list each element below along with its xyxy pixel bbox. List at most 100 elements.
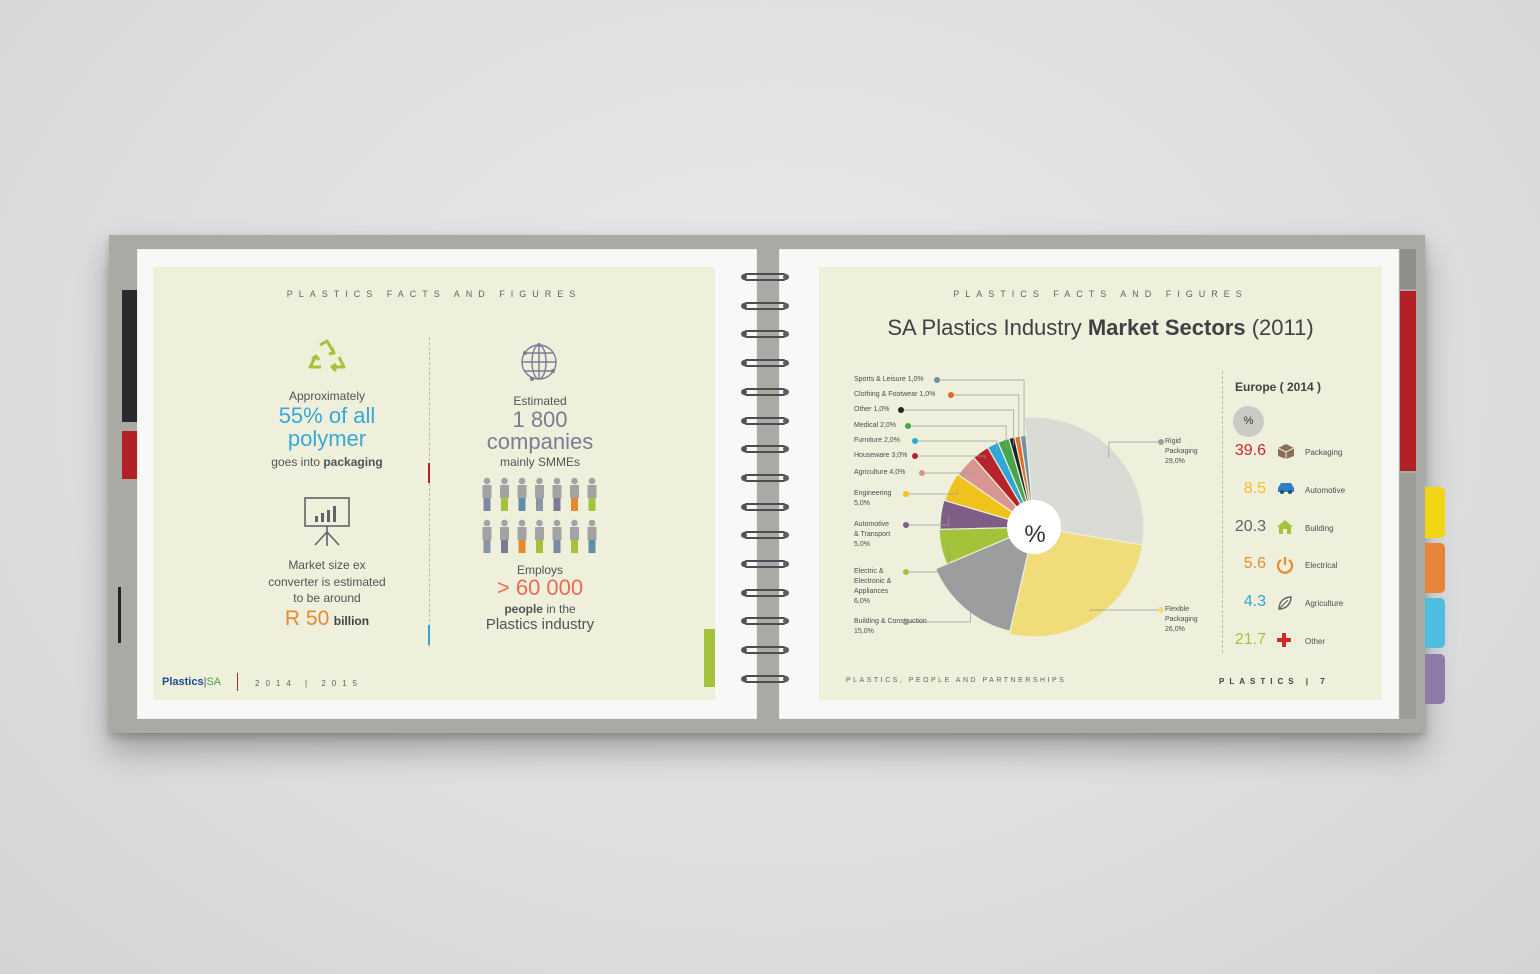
pie-slice-flexible-packaging bbox=[1008, 526, 1144, 638]
fact2-line1: Market size ex bbox=[288, 558, 366, 572]
pie-leader-line bbox=[909, 545, 950, 573]
person-icon bbox=[552, 477, 562, 511]
fact4-post-line2: Plastics industry bbox=[485, 616, 595, 633]
pie-label-medical: Medical 2,0% bbox=[854, 422, 897, 429]
pie-label-building-construction: Building & Construction 15,0% bbox=[854, 618, 927, 635]
plastics-sa-logo[interactable]: Plastics|SA bbox=[162, 676, 222, 688]
fact4-post: people in the bbox=[460, 602, 620, 616]
spine-tab-red bbox=[122, 431, 138, 479]
europe-label-packaging: Packaging bbox=[1305, 448, 1343, 457]
pie-leader-line bbox=[909, 602, 971, 623]
europe-label-building: Building bbox=[1305, 523, 1334, 533]
europe-label-agriculture: Agriculture bbox=[1305, 599, 1344, 609]
spiral-ring bbox=[741, 502, 789, 512]
pie-leader-line bbox=[909, 490, 958, 495]
fact4-post-text: in the bbox=[542, 602, 576, 616]
car-icon bbox=[1276, 481, 1296, 500]
spiral-ring bbox=[741, 387, 789, 397]
pie-label-engineering: Engineering 5,0% bbox=[854, 490, 892, 507]
spiral-ring bbox=[741, 416, 789, 426]
spiral-ring bbox=[741, 444, 789, 454]
fact1-highlight-line1: 55% of all bbox=[278, 403, 376, 428]
index-tab-purple[interactable] bbox=[1425, 654, 1445, 704]
fact3-sub: mainly SMMEs bbox=[499, 455, 580, 469]
chart-title-part1: SA Plastics Industry bbox=[887, 315, 1088, 340]
person-icon bbox=[517, 519, 527, 553]
pie-label-dot bbox=[1158, 439, 1164, 445]
person-icon bbox=[587, 519, 597, 553]
presentation-chart-icon bbox=[304, 497, 350, 546]
plus-icon bbox=[1276, 632, 1292, 653]
fact3-value: 1 800 bbox=[512, 407, 568, 432]
fact4-value: > 60 000 bbox=[496, 575, 584, 600]
pie-leader-line bbox=[1090, 609, 1158, 612]
fact2-line2: converter is estimated bbox=[268, 574, 386, 589]
chart-title-bold: Market Sectors bbox=[1087, 315, 1246, 340]
pie-label-dot bbox=[903, 491, 909, 497]
spiral-ring bbox=[741, 329, 789, 339]
pie-label-houseware: Houseware 3,0% bbox=[854, 452, 908, 459]
europe-value-other: 21.7 bbox=[1234, 631, 1266, 648]
pie-label-dot bbox=[903, 569, 909, 575]
pie-leader-line bbox=[925, 471, 972, 474]
spiral-ring bbox=[741, 530, 789, 540]
pie-label-dot bbox=[933, 377, 940, 383]
pie-leader-line bbox=[939, 379, 1025, 444]
europe-label-automotive: Automotive bbox=[1305, 485, 1346, 495]
europe-label-other: Other bbox=[1305, 637, 1326, 646]
fact3-noun: companies bbox=[486, 429, 594, 454]
pie-center bbox=[1007, 500, 1061, 554]
power-icon bbox=[1276, 556, 1294, 579]
person-icon bbox=[500, 519, 509, 553]
spiral-ring bbox=[741, 301, 789, 311]
spine-marker bbox=[118, 587, 121, 643]
europe-title: Europe ( 2014 ) bbox=[1235, 380, 1322, 394]
page-edge-accent-green bbox=[704, 629, 715, 687]
box-icon bbox=[1276, 443, 1296, 464]
person-icon bbox=[570, 519, 579, 553]
pie-label-dot bbox=[948, 392, 954, 398]
pie-label-dot bbox=[903, 619, 909, 625]
fact1-post: goes into packaging bbox=[247, 455, 407, 469]
plant-icon bbox=[1276, 594, 1294, 617]
person-icon bbox=[482, 477, 492, 511]
europe-value-automotive: 8.5 bbox=[1243, 479, 1266, 497]
pie-label-automotive-transport: Automotive & Transport 5,0% bbox=[854, 521, 891, 548]
logo-text-plastics: Plastics bbox=[162, 676, 204, 688]
person-icon bbox=[587, 477, 597, 511]
right-footer-page: PLASTICS | 7 bbox=[1219, 677, 1330, 686]
pie-label-sports-leisure: Sports & Leisure 1,0% bbox=[854, 376, 924, 383]
market-sectors-pie-chart bbox=[903, 379, 1158, 638]
person-icon bbox=[517, 477, 527, 511]
pie-label-electric-electronic-appliances: Electric & Electronic & Appliances 6,0% bbox=[854, 568, 892, 605]
logo-text-sa: SA bbox=[206, 676, 222, 688]
fact2-value: R 50 billion bbox=[237, 607, 417, 631]
edge-strip-grey-lower bbox=[1400, 473, 1416, 719]
pie-leader-line bbox=[910, 425, 1007, 448]
europe-percent-badge: % bbox=[1233, 406, 1264, 437]
footer-divider bbox=[237, 673, 238, 691]
spiral-ring bbox=[741, 559, 789, 569]
chart-title: SA Plastics Industry Market Sectors (201… bbox=[819, 315, 1382, 341]
index-tab-blue[interactable] bbox=[1425, 598, 1445, 648]
europe-value-agriculture: 4.3 bbox=[1243, 593, 1266, 611]
europe-value-packaging: 39.6 bbox=[1234, 442, 1266, 459]
person-icon bbox=[552, 519, 562, 553]
index-tab-yellow[interactable] bbox=[1425, 487, 1445, 538]
pie-leader-line bbox=[954, 394, 1020, 445]
edge-strip-red bbox=[1400, 291, 1416, 471]
left-page: PLASTICS FACTS AND FIGURES Approximately… bbox=[153, 267, 715, 700]
column-divider bbox=[429, 337, 430, 647]
right-footer-tagline: PLASTICS, PEOPLE AND PARTNERSHIPS bbox=[846, 677, 1067, 684]
spiral-ring bbox=[741, 473, 789, 483]
person-icon bbox=[570, 477, 579, 511]
pie-label-dot bbox=[903, 522, 909, 528]
index-tab-orange[interactable] bbox=[1425, 543, 1445, 593]
divider-accent-blue bbox=[428, 625, 430, 645]
europe-divider bbox=[1222, 371, 1223, 653]
pie-label-dot bbox=[912, 453, 918, 459]
europe-label-electrical: Electrical bbox=[1305, 561, 1338, 571]
europe-value-building: 20.3 bbox=[1234, 517, 1266, 535]
fact4-post-bold: people bbox=[504, 602, 543, 616]
europe-value-electrical: 5.6 bbox=[1243, 555, 1266, 573]
